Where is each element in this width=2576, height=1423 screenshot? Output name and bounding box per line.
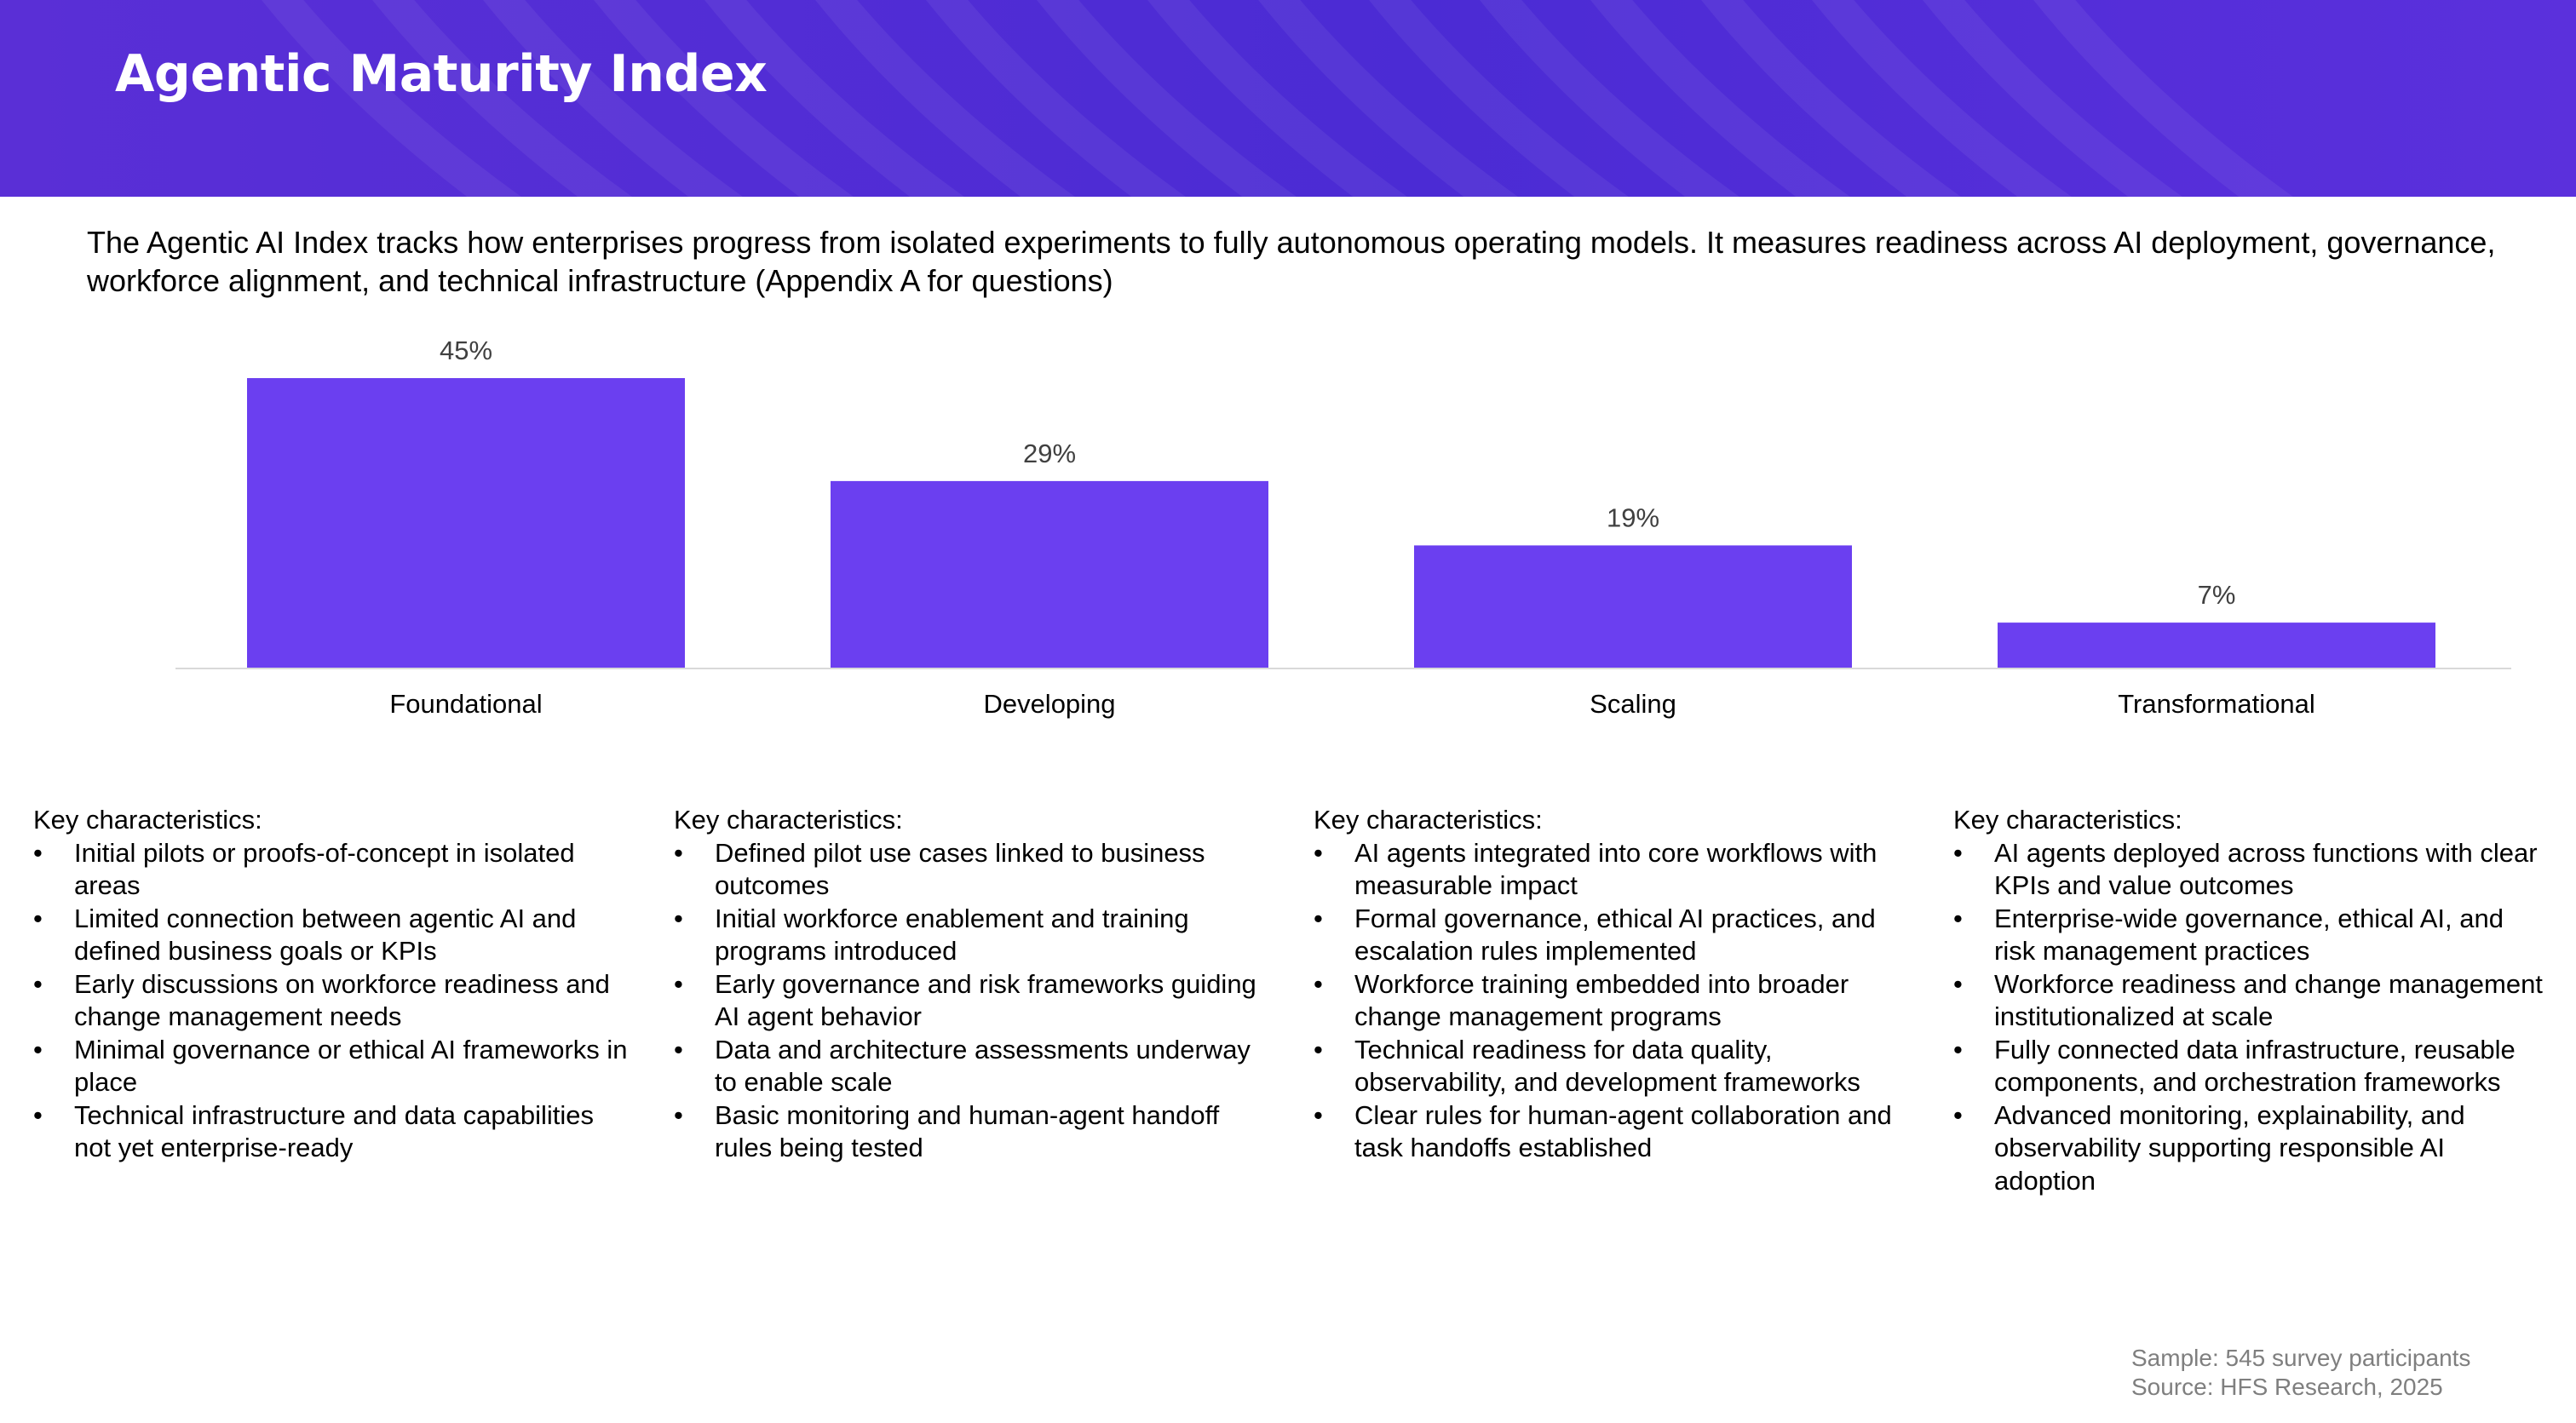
list-item: • Technical readiness for data quality, o…: [1314, 1034, 1860, 1098]
list-item: • Initial workforce enablement and traini…: [674, 903, 1189, 967]
decorative-swirl-pattern: [262, 0, 2293, 197]
bar-foundational: [247, 378, 685, 668]
characteristics-transformational: Key characteristics: • AI agents deployed…: [1953, 804, 2550, 1197]
intro-text: The Agentic AI Index tracks how enterpri…: [87, 225, 2496, 298]
list-item: • Early governance and risk frameworks gu…: [674, 968, 1256, 1032]
category-tick-label: Developing: [983, 689, 1115, 719]
bullet-icon: •: [33, 968, 43, 999]
list-item: • Basic monitoring and human-agent handof…: [674, 1099, 1220, 1163]
category-tick-label: Transformational: [2118, 689, 2314, 719]
bullet-icon: •: [33, 837, 43, 868]
bullet-icon: •: [33, 1099, 43, 1130]
header-banner: Agentic Maturity Index: [0, 0, 2576, 197]
bar-scaling: [1414, 545, 1852, 668]
bar-transformational: [1998, 623, 2435, 668]
list-item: • Data and architecture assessments under…: [674, 1034, 1251, 1098]
list-item: • Limited connection between agentic AI a…: [33, 903, 577, 967]
characteristics-list: • AI agents deployed across functions wit…: [1953, 837, 2550, 1198]
bullet-icon: •: [1953, 903, 1963, 933]
maturity-bar-chart: 45% Foundational 29% Developing 19% Scaling 7%…: [175, 336, 2511, 719]
list-item: • Enterprise-wide governance, ethical AI,…: [1953, 903, 2504, 967]
characteristics-scaling: Key characteristics: • AI agents integrat…: [1314, 804, 1910, 1165]
characteristics-list: • Initial pilots or proofs-of-concept in …: [33, 837, 630, 1165]
bullet-icon: •: [674, 903, 683, 933]
source-note: Sample: 545 survey participants Source: …: [2131, 1344, 2470, 1402]
list-item: • Workforce readiness and change manageme…: [1953, 968, 2543, 1032]
characteristics-list: • Defined pilot use cases linked to busin…: [674, 837, 1270, 1165]
list-item: • AI agents integrated into core workflow…: [1314, 837, 1877, 901]
characteristics-heading: Key characteristics:: [1314, 805, 1543, 835]
data-label: 7%: [2198, 580, 2236, 610]
bullet-icon: •: [1314, 1099, 1323, 1130]
list-item: • Early discussions on workforce readines…: [33, 968, 610, 1032]
bullet-icon: •: [33, 903, 43, 933]
category-tick-label: Foundational: [389, 689, 542, 719]
bullet-icon: •: [1314, 968, 1323, 999]
bullet-icon: •: [674, 1034, 683, 1064]
characteristics-heading: Key characteristics:: [674, 805, 903, 835]
characteristics-heading: Key characteristics:: [1953, 805, 2182, 835]
bullet-icon: •: [1314, 837, 1323, 868]
bullet-icon: •: [674, 1099, 683, 1130]
bar-developing: [831, 480, 1268, 668]
characteristics-developing: Key characteristics: • Defined pilot use …: [674, 804, 1270, 1165]
bullet-icon: •: [1953, 968, 1963, 999]
source-text: Source: HFS Research, 2025: [2131, 1374, 2443, 1400]
bullet-icon: •: [1953, 1099, 1963, 1130]
characteristics-foundational: Key characteristics: • Initial pilots or …: [33, 804, 630, 1165]
data-label: 45%: [440, 336, 492, 365]
list-item: • Advanced monitoring, explainability, an…: [1953, 1099, 2465, 1196]
bullet-icon: •: [674, 968, 683, 999]
list-item: • Initial pilots or proofs-of-concept in …: [33, 837, 575, 901]
list-item: • Workforce training embedded into broade…: [1314, 968, 1849, 1032]
list-item: • Defined pilot use cases linked to busin…: [674, 837, 1205, 901]
data-label: 19%: [1607, 502, 1659, 532]
sample-size-text: Sample: 545 survey participants: [2131, 1345, 2471, 1371]
list-item: • Fully connected data infrastructure, re…: [1953, 1034, 2516, 1098]
list-item: • Formal governance, ethical AI practices…: [1314, 903, 1876, 967]
bullet-icon: •: [33, 1034, 43, 1064]
characteristics-heading: Key characteristics:: [33, 805, 262, 835]
list-item: • AI agents deployed across functions wit…: [1953, 837, 2538, 901]
category-tick-label: Scaling: [1590, 689, 1676, 719]
characteristics-list: • AI agents integrated into core workflow…: [1314, 837, 1910, 1165]
bullet-icon: •: [1953, 1034, 1963, 1064]
page-title: Agentic Maturity Index: [115, 44, 768, 104]
data-label: 29%: [1023, 439, 1076, 468]
list-item: • Technical infrastructure and data capab…: [33, 1099, 595, 1163]
list-item: • Minimal governance or ethical AI framew…: [33, 1034, 628, 1098]
bullet-icon: •: [1953, 837, 1963, 868]
bullet-icon: •: [1314, 903, 1323, 933]
bullet-icon: •: [674, 837, 683, 868]
bullet-icon: •: [1314, 1034, 1323, 1064]
list-item: • Clear rules for human-agent collaborati…: [1314, 1099, 1892, 1163]
